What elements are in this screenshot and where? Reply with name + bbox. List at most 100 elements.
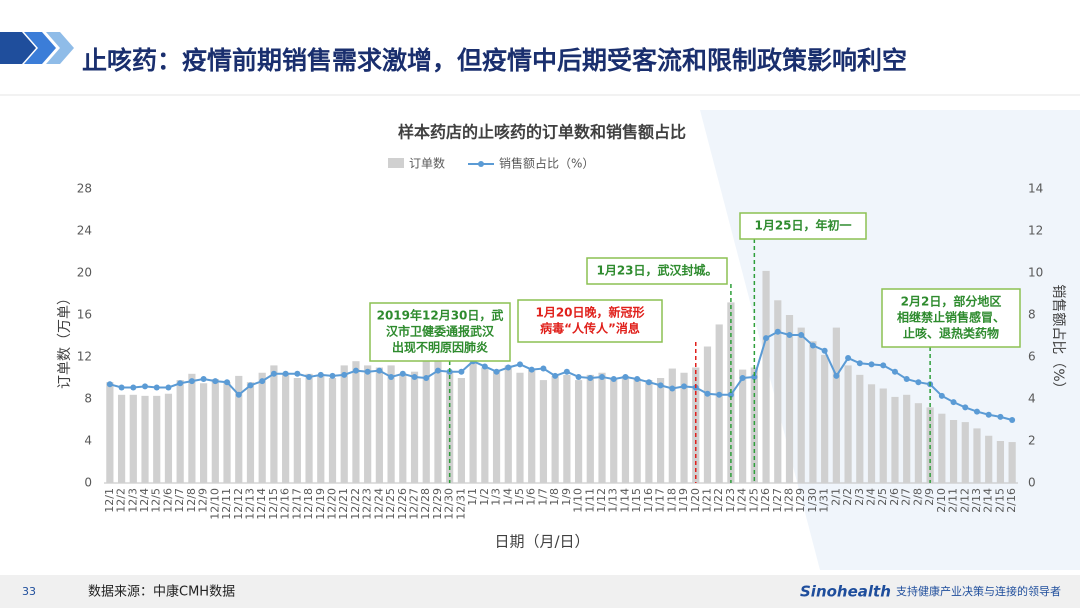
callout-text: 1月20日晚，新冠形 bbox=[535, 305, 644, 320]
x-tick-label: 1/1 bbox=[466, 488, 479, 506]
line-point bbox=[364, 368, 371, 375]
bar bbox=[844, 365, 852, 483]
line-point bbox=[399, 370, 406, 377]
bar bbox=[106, 382, 114, 483]
line-point bbox=[270, 370, 277, 377]
line-point bbox=[856, 360, 863, 367]
line-point bbox=[317, 371, 324, 378]
line-point bbox=[153, 384, 160, 391]
chevron bbox=[0, 32, 36, 64]
x-tick-label: 2/10 bbox=[935, 488, 948, 513]
line-point bbox=[458, 368, 465, 375]
y2-axis-label: 销售额占比（%） bbox=[1050, 284, 1066, 395]
bar bbox=[270, 365, 278, 483]
chevron bbox=[24, 32, 56, 64]
bar bbox=[410, 371, 419, 483]
bar bbox=[551, 375, 559, 483]
line-point bbox=[516, 361, 523, 368]
x-tick-label: 2/15 bbox=[993, 488, 1006, 513]
x-tick-label: 1/7 bbox=[536, 488, 549, 506]
line-point bbox=[634, 376, 641, 383]
logo: Sinohealth bbox=[800, 583, 891, 601]
line-point bbox=[493, 368, 500, 375]
bar bbox=[211, 379, 219, 483]
bar bbox=[516, 372, 524, 483]
bar bbox=[352, 361, 360, 483]
line-point bbox=[610, 376, 617, 383]
line-point bbox=[259, 378, 266, 385]
line-point bbox=[704, 390, 711, 397]
line-point bbox=[786, 331, 793, 338]
line-point bbox=[505, 364, 512, 371]
callout-text: 汉市卫健委通报武汉 bbox=[386, 324, 495, 339]
bar bbox=[821, 354, 829, 483]
bar bbox=[961, 422, 969, 483]
bar bbox=[809, 341, 817, 483]
bar bbox=[317, 375, 325, 483]
line-point bbox=[985, 411, 992, 418]
x-tick-label: 1/31 bbox=[818, 488, 831, 513]
y2-tick-label: 12 bbox=[1028, 224, 1043, 238]
bar bbox=[680, 372, 688, 483]
x-tick-label: 12/5 bbox=[150, 488, 163, 513]
x-tick-label: 12/15 bbox=[267, 488, 280, 520]
bar bbox=[539, 380, 548, 483]
legend-swatch bbox=[388, 158, 404, 168]
line-point bbox=[997, 413, 1004, 420]
callout-text: 出现不明原因肺炎 bbox=[392, 340, 488, 355]
x-tick-label: 2/12 bbox=[958, 488, 971, 513]
x-tick-label: 1/2 bbox=[478, 488, 491, 506]
page-number: 33 bbox=[22, 585, 36, 598]
bar bbox=[762, 270, 770, 483]
callout-text: 2月2日，部分地区 bbox=[901, 294, 1002, 309]
bar bbox=[903, 394, 911, 483]
bar bbox=[715, 324, 723, 483]
bar bbox=[164, 393, 173, 483]
bar bbox=[996, 441, 1005, 483]
legend-swatch bbox=[478, 161, 484, 167]
x-tick-label: 2/5 bbox=[876, 488, 889, 506]
line-point bbox=[329, 372, 336, 379]
bar bbox=[703, 346, 712, 483]
callout-box bbox=[517, 299, 663, 343]
bar bbox=[657, 378, 665, 483]
y-tick-label: 16 bbox=[77, 308, 92, 322]
x-tick-label: 1/13 bbox=[607, 488, 620, 513]
line-point bbox=[645, 379, 652, 386]
bar bbox=[574, 380, 583, 483]
x-tick-label: 1/26 bbox=[759, 488, 772, 513]
x-tick-label: 1/25 bbox=[747, 488, 760, 513]
x-tick-label: 1/18 bbox=[665, 488, 678, 513]
line-point bbox=[751, 373, 758, 380]
line-point bbox=[868, 361, 875, 368]
line-point bbox=[973, 408, 980, 415]
x-tick-label: 1/23 bbox=[724, 488, 737, 513]
line-point bbox=[481, 363, 488, 370]
bar bbox=[867, 384, 876, 483]
line-point bbox=[294, 370, 301, 377]
line-point bbox=[540, 365, 547, 372]
bar bbox=[1008, 442, 1016, 483]
bar bbox=[434, 359, 442, 483]
bar bbox=[387, 365, 395, 483]
bar bbox=[598, 372, 606, 483]
bar bbox=[223, 382, 231, 483]
line-point bbox=[727, 391, 734, 398]
slide-title: 止咳药：疫情前期销售需求激增，但疫情中后期受客流和限制政策影响利空 bbox=[82, 46, 907, 75]
source: 数据来源：中康CMH数据 bbox=[88, 584, 235, 600]
x-tick-label: 12/24 bbox=[372, 488, 385, 520]
bar bbox=[692, 367, 700, 483]
x-tick-label: 12/21 bbox=[337, 488, 350, 520]
bar bbox=[891, 396, 899, 483]
bar bbox=[364, 365, 372, 483]
callout-text: 相继禁止销售感冒、 bbox=[897, 310, 1005, 325]
line-point bbox=[891, 368, 898, 375]
x-tick-label: 12/2 bbox=[115, 488, 128, 513]
bar bbox=[399, 373, 407, 483]
x-tick-label: 1/4 bbox=[501, 488, 514, 506]
x-tick-label: 1/5 bbox=[513, 488, 526, 506]
line-point bbox=[681, 383, 688, 390]
x-tick-label: 12/8 bbox=[185, 488, 198, 513]
bar bbox=[282, 372, 290, 483]
